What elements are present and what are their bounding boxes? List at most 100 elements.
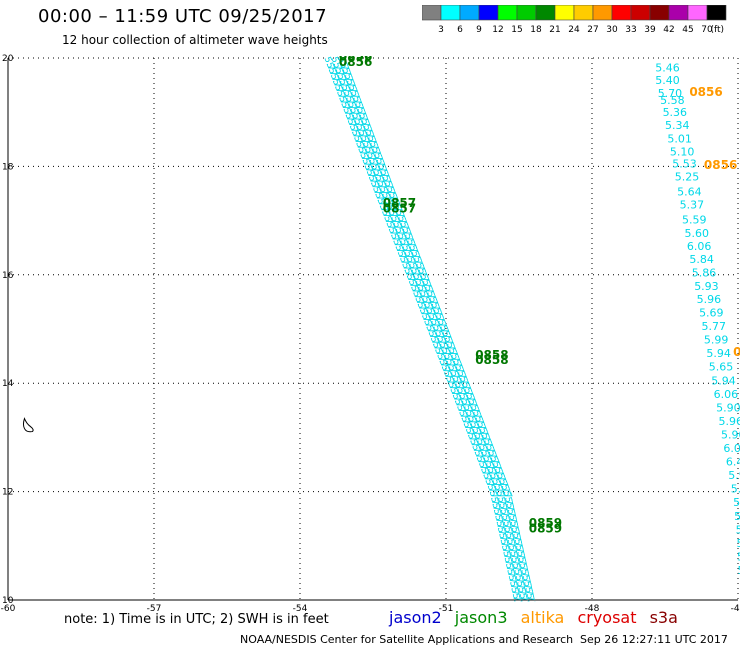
- jason3-track-mark: 5.7: [350, 95, 364, 112]
- jason3-track-mark: 5.7: [376, 163, 390, 180]
- altika-swh-value: 5: [737, 550, 740, 563]
- altika-swh-value: 5.77: [702, 320, 727, 333]
- altika-swh-value: 5.6: [734, 510, 740, 523]
- jason3-track-mark: 5.7: [509, 586, 522, 602]
- jason3-track-mark: 5.7: [466, 415, 480, 432]
- jason3-track-mark: 5.7: [492, 514, 505, 530]
- pass-time-label: 0857: [383, 201, 416, 215]
- jason3-track-mark: 5.7: [480, 472, 494, 489]
- jason3-track-mark: 5.7: [510, 562, 523, 578]
- jason3-track-mark: 5.7: [511, 568, 524, 584]
- jason3-track-mark: 5.7: [426, 313, 440, 330]
- jason3-track-mark: 5.7: [485, 483, 499, 500]
- jason3-track-mark: 5.7: [510, 592, 523, 608]
- jason3-track-mark: 5.7: [476, 444, 490, 461]
- jason3-track-mark: 5.7: [514, 550, 527, 566]
- jason3-track-mark: 5.7: [424, 290, 438, 307]
- y-tick-label: 14: [2, 379, 14, 389]
- jason3-track-mark: 5.7: [404, 238, 418, 255]
- jason3-track-mark: 5.7: [501, 490, 514, 506]
- altika-swh-value: 5.25: [675, 170, 700, 183]
- colorbar-tick-label: 6: [457, 25, 463, 35]
- jason3-track-mark: 5.7: [342, 73, 356, 90]
- satellite-jason2: jason2: [389, 608, 442, 627]
- colorbar-tick-label: 3: [438, 25, 444, 35]
- jason3-track-mark: 5.7: [502, 556, 515, 572]
- x-tick-label: -45: [731, 604, 740, 614]
- jason3-track-mark: 5.7: [341, 106, 355, 123]
- colorbar-tick-label: 9: [476, 25, 482, 35]
- jason3-track-mark: 5.7: [356, 129, 370, 146]
- jason3-track-mark: 5.7: [445, 381, 459, 398]
- jason3-track-mark: 5.7: [444, 341, 458, 358]
- x-tick-label: -60: [1, 604, 16, 614]
- jason3-track-mark: 5.7: [411, 273, 425, 290]
- jason3-track-mark: 5.7: [524, 592, 537, 608]
- jason3-track-mark: 5.7: [474, 438, 488, 455]
- jason3-track-mark: 5.7: [419, 313, 433, 330]
- jason3-track-mark: 5.7: [497, 502, 510, 518]
- altika-swh-value: 5.93: [694, 280, 719, 293]
- jason3-track-mark: 5.7: [345, 101, 359, 118]
- jason3-track-mark: 5.7: [499, 544, 512, 560]
- jason3-track-mark: 5.7: [349, 129, 363, 146]
- jason3-track-mark: 5.7: [391, 221, 405, 238]
- jason3-track-mark: 5.7: [391, 203, 405, 220]
- jason3-track-mark: 5.7: [415, 284, 429, 301]
- altika-swh-value: 5.49: [733, 496, 740, 509]
- colorbar-unit: (ft): [710, 25, 724, 35]
- jason3-track-mark: 5.7: [406, 261, 420, 278]
- jason3-track-mark: 5.7: [378, 169, 392, 186]
- jason3-track-mark: 5.7: [360, 157, 374, 174]
- jason3-track-mark: 5.7: [407, 244, 421, 261]
- altika-swh-value: 5.86: [692, 266, 717, 279]
- jason3-track-mark: 5.7: [386, 226, 400, 243]
- jason3-track-mark: 5.7: [500, 550, 513, 566]
- jason3-track-mark: 5.7: [481, 455, 495, 472]
- altika-swh-value: 5.90: [721, 428, 740, 441]
- pass-time-label: 0856: [704, 158, 737, 172]
- altika-swh-value: 5.10: [670, 146, 695, 159]
- jason3-track-mark: 5.7: [508, 520, 521, 536]
- jason3-track-mark: 5.7: [477, 426, 491, 443]
- jason3-track-mark: 5.7: [506, 544, 519, 560]
- colorbar-swatch: [706, 5, 727, 21]
- jason3-track-mark: 5.7: [388, 232, 402, 249]
- altika-swh-value: 5.99: [704, 334, 729, 347]
- jason3-track-mark: 5.7: [499, 514, 512, 530]
- jason3-track-mark: 5.7: [357, 152, 371, 169]
- jason3-track-mark: 5.7: [362, 146, 376, 163]
- jason3-track-mark: 5.7: [411, 256, 425, 273]
- jason3-track-mark: 5.7: [462, 387, 476, 404]
- jason3-track-mark: 5.7: [463, 426, 477, 443]
- jason3-track-mark: 5.7: [450, 392, 464, 409]
- jason3-track-mark: 5.7: [410, 290, 424, 307]
- jason3-track-mark: 5.7: [386, 209, 400, 226]
- jason3-track-mark: 5.7: [439, 364, 453, 381]
- jason3-track-mark: 5.7: [402, 250, 416, 267]
- jason3-track-mark: 5.7: [369, 163, 383, 180]
- colorbar-tick-label: 70: [701, 25, 713, 35]
- jason3-track-mark: 5.7: [441, 370, 455, 387]
- jason3-track-mark: 5.7: [497, 478, 511, 495]
- altika-swh-value: 5.: [737, 537, 740, 550]
- jason3-track-mark: 5.7: [343, 112, 357, 129]
- jason3-track-mark: 5.7: [377, 186, 391, 203]
- colorbar-tick-label: 24: [568, 25, 580, 35]
- jason3-track-mark: 5.7: [446, 364, 460, 381]
- jason3-track-mark: 5.7: [398, 221, 412, 238]
- jason3-track-mark: 5.7: [424, 307, 438, 324]
- jason3-track-mark: 5.7: [453, 364, 467, 381]
- jason3-track-mark: 5.7: [353, 140, 367, 157]
- jason3-track-mark: 5.7: [364, 169, 378, 186]
- jason3-track-mark: 5.7: [409, 267, 423, 284]
- jason3-track-mark: 5.7: [521, 580, 534, 596]
- jason3-track-mark: 5.7: [502, 526, 515, 542]
- jason3-track-mark: 5.7: [352, 118, 366, 135]
- pass-time-label: 08: [733, 345, 740, 359]
- jason3-track-mark: 5.7: [514, 580, 527, 596]
- jason3-track-mark: 5.7: [507, 580, 520, 596]
- jason3-track-mark: 5.7: [428, 318, 442, 335]
- colorbar-tick-label: 45: [682, 25, 693, 35]
- satellite-s3a: s3a: [649, 608, 678, 627]
